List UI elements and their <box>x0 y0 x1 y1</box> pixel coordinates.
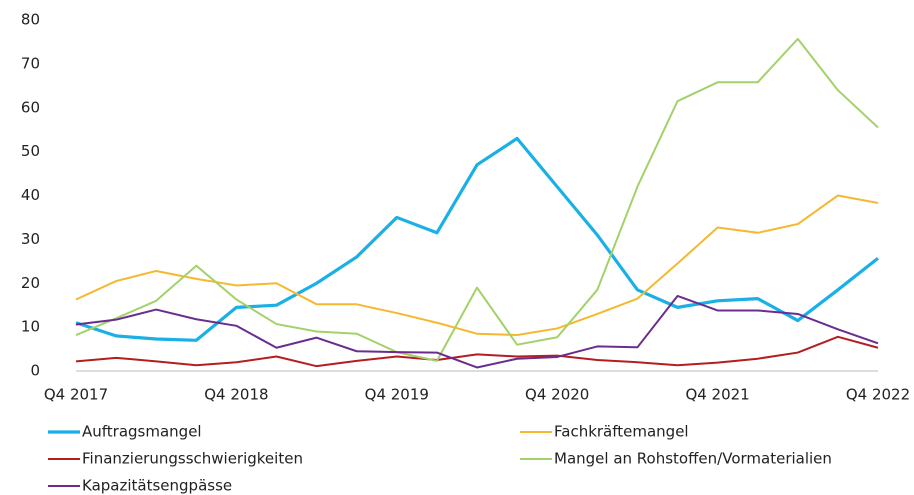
y-tick-label: 0 <box>30 362 40 380</box>
legend-label: Kapazitätsengpässe <box>82 477 232 495</box>
y-tick-label: 60 <box>21 98 40 116</box>
y-tick-label: 70 <box>21 54 40 72</box>
x-tick-label: Q4 2017 <box>44 386 108 404</box>
legend-label: Auftragsmangel <box>82 423 202 441</box>
x-tick-label: Q4 2018 <box>204 386 268 404</box>
series-line <box>75 335 879 368</box>
y-tick-label: 30 <box>21 230 40 248</box>
y-tick-label: 40 <box>21 186 40 204</box>
y-tick-label: 50 <box>21 142 40 160</box>
legend-label: Finanzierungsschwierigkeiten <box>82 450 303 468</box>
x-tick-label: Q4 2020 <box>525 386 589 404</box>
y-tick-label: 10 <box>21 318 40 336</box>
series-line <box>75 194 879 337</box>
legend-label: Fachkräftemangel <box>554 423 689 441</box>
x-tick-label: Q4 2022 <box>846 386 910 404</box>
x-tick-label: Q4 2021 <box>685 386 749 404</box>
y-tick-label: 20 <box>21 274 40 292</box>
x-tick-label: Q4 2019 <box>365 386 429 404</box>
y-tick-label: 80 <box>21 11 40 29</box>
series-line <box>75 294 879 369</box>
series-line <box>75 136 879 342</box>
series-line <box>75 37 879 362</box>
legend-label: Mangel an Rohstoffen/Vormaterialien <box>554 450 832 468</box>
